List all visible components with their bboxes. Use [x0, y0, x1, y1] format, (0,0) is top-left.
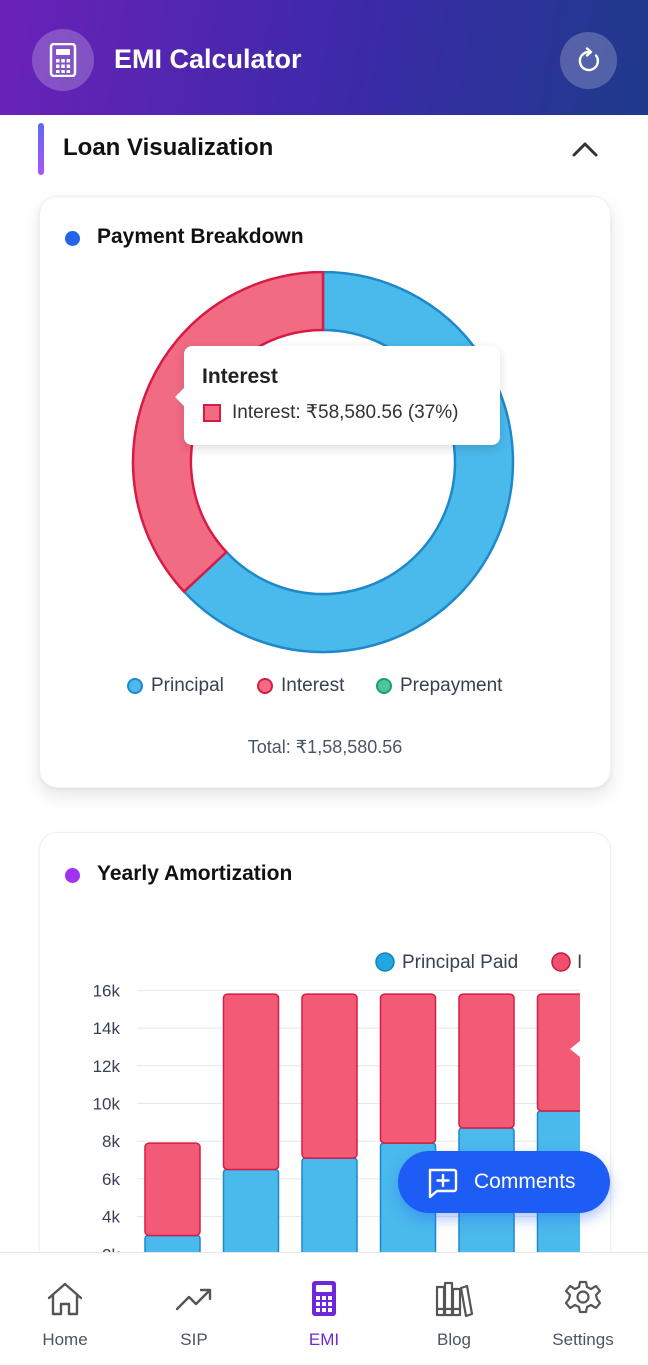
- legend-item-interest[interactable]: Interest: [257, 675, 344, 697]
- comments-button[interactable]: Comments: [398, 1151, 610, 1213]
- nav-sip[interactable]: SIP: [139, 1253, 249, 1364]
- comment-add-icon: [428, 1168, 458, 1199]
- nav-emi[interactable]: EMI: [269, 1253, 379, 1364]
- refresh-icon: [578, 46, 599, 71]
- calculator-icon: [312, 1281, 336, 1316]
- legend-label: Principal Paid: [402, 952, 518, 973]
- tooltip-pointer: [570, 1041, 580, 1057]
- payment-donut-chart[interactable]: [130, 271, 516, 657]
- bar-interest[interactable]: [301, 993, 358, 1159]
- nav-blog[interactable]: Blog: [399, 1253, 509, 1364]
- y-tick-label: 6k: [102, 1170, 120, 1189]
- app-title: EMI Calculator: [114, 44, 302, 74]
- tooltip-text: Interest: ₹58,580.56 (37%): [232, 402, 459, 423]
- bar-interest[interactable]: [222, 993, 280, 1171]
- nav-label: Blog: [436, 1330, 472, 1349]
- legend-label: Prepayment: [400, 675, 503, 696]
- y-tick-label: 16k: [93, 981, 121, 1000]
- legend-item-prepayment[interactable]: Prepayment: [376, 675, 502, 697]
- bar-interest[interactable]: [536, 993, 593, 1112]
- app-header: EMI Calculator: [0, 0, 648, 115]
- books-icon: [435, 1281, 474, 1318]
- nav-label: SIP: [180, 1330, 208, 1349]
- card-title-dot: [65, 231, 80, 246]
- legend-item-principal[interactable]: Principal: [127, 675, 224, 697]
- section-accent-bar: [38, 123, 44, 175]
- legend-swatch: [375, 952, 395, 972]
- bar-interest[interactable]: [379, 993, 437, 1144]
- chart-tooltip: Interest Interest: ₹58,580.56 (37%): [175, 346, 500, 445]
- refresh-button[interactable]: [560, 32, 617, 89]
- legend-label: I: [577, 952, 582, 973]
- card-title: Yearly Amortization: [97, 862, 293, 885]
- nav-home[interactable]: Home: [10, 1253, 120, 1364]
- bottom-navigation: Home SIP EMI Blog: [0, 1252, 648, 1364]
- tooltip-title: Interest: [202, 365, 278, 388]
- y-tick-label: 14k: [93, 1019, 121, 1038]
- donut-slice-interest[interactable]: [131, 271, 325, 594]
- legend-swatch: [376, 678, 392, 694]
- legend-swatch: [257, 678, 273, 694]
- total-amount: Total: ₹1,58,580.56: [247, 737, 403, 757]
- nav-label: Settings: [552, 1330, 614, 1349]
- y-tick-label: 8k: [102, 1132, 120, 1151]
- trending-up-icon: [175, 1288, 212, 1311]
- y-tick-label: 12k: [93, 1057, 121, 1076]
- gear-icon: [564, 1280, 602, 1314]
- nav-label: Home: [42, 1330, 88, 1349]
- legend-label: Principal: [151, 675, 224, 696]
- comments-label: Comments: [474, 1170, 576, 1193]
- legend-swatch: [127, 678, 143, 694]
- section-title: Loan Visualization: [63, 134, 274, 161]
- legend-label: Interest: [281, 675, 345, 696]
- donut-legend: Principal Interest Prepayment: [40, 675, 610, 703]
- payment-breakdown-card: Payment Breakdown Interest Interest: ₹58…: [39, 196, 611, 788]
- yearly-amortization-card: Yearly Amortization 2k4k6k8k10k12k14k16k…: [39, 832, 611, 1294]
- bar-interest[interactable]: [458, 993, 515, 1129]
- card-title-dot: [65, 868, 80, 883]
- y-tick-label: 4k: [102, 1208, 120, 1227]
- y-tick-label: 10k: [93, 1095, 121, 1114]
- card-title: Payment Breakdown: [97, 225, 304, 248]
- nav-label: EMI: [308, 1330, 340, 1349]
- nav-settings[interactable]: Settings: [528, 1253, 638, 1364]
- bar-legend: Principal Paid I: [375, 952, 582, 973]
- collapse-toggle[interactable]: [570, 137, 600, 166]
- home-icon: [47, 1282, 83, 1316]
- calculator-icon: [32, 29, 94, 91]
- legend-swatch: [551, 952, 571, 972]
- bar-interest[interactable]: [144, 1142, 201, 1237]
- chevron-up-icon: [572, 142, 598, 157]
- tooltip-swatch: [203, 404, 221, 422]
